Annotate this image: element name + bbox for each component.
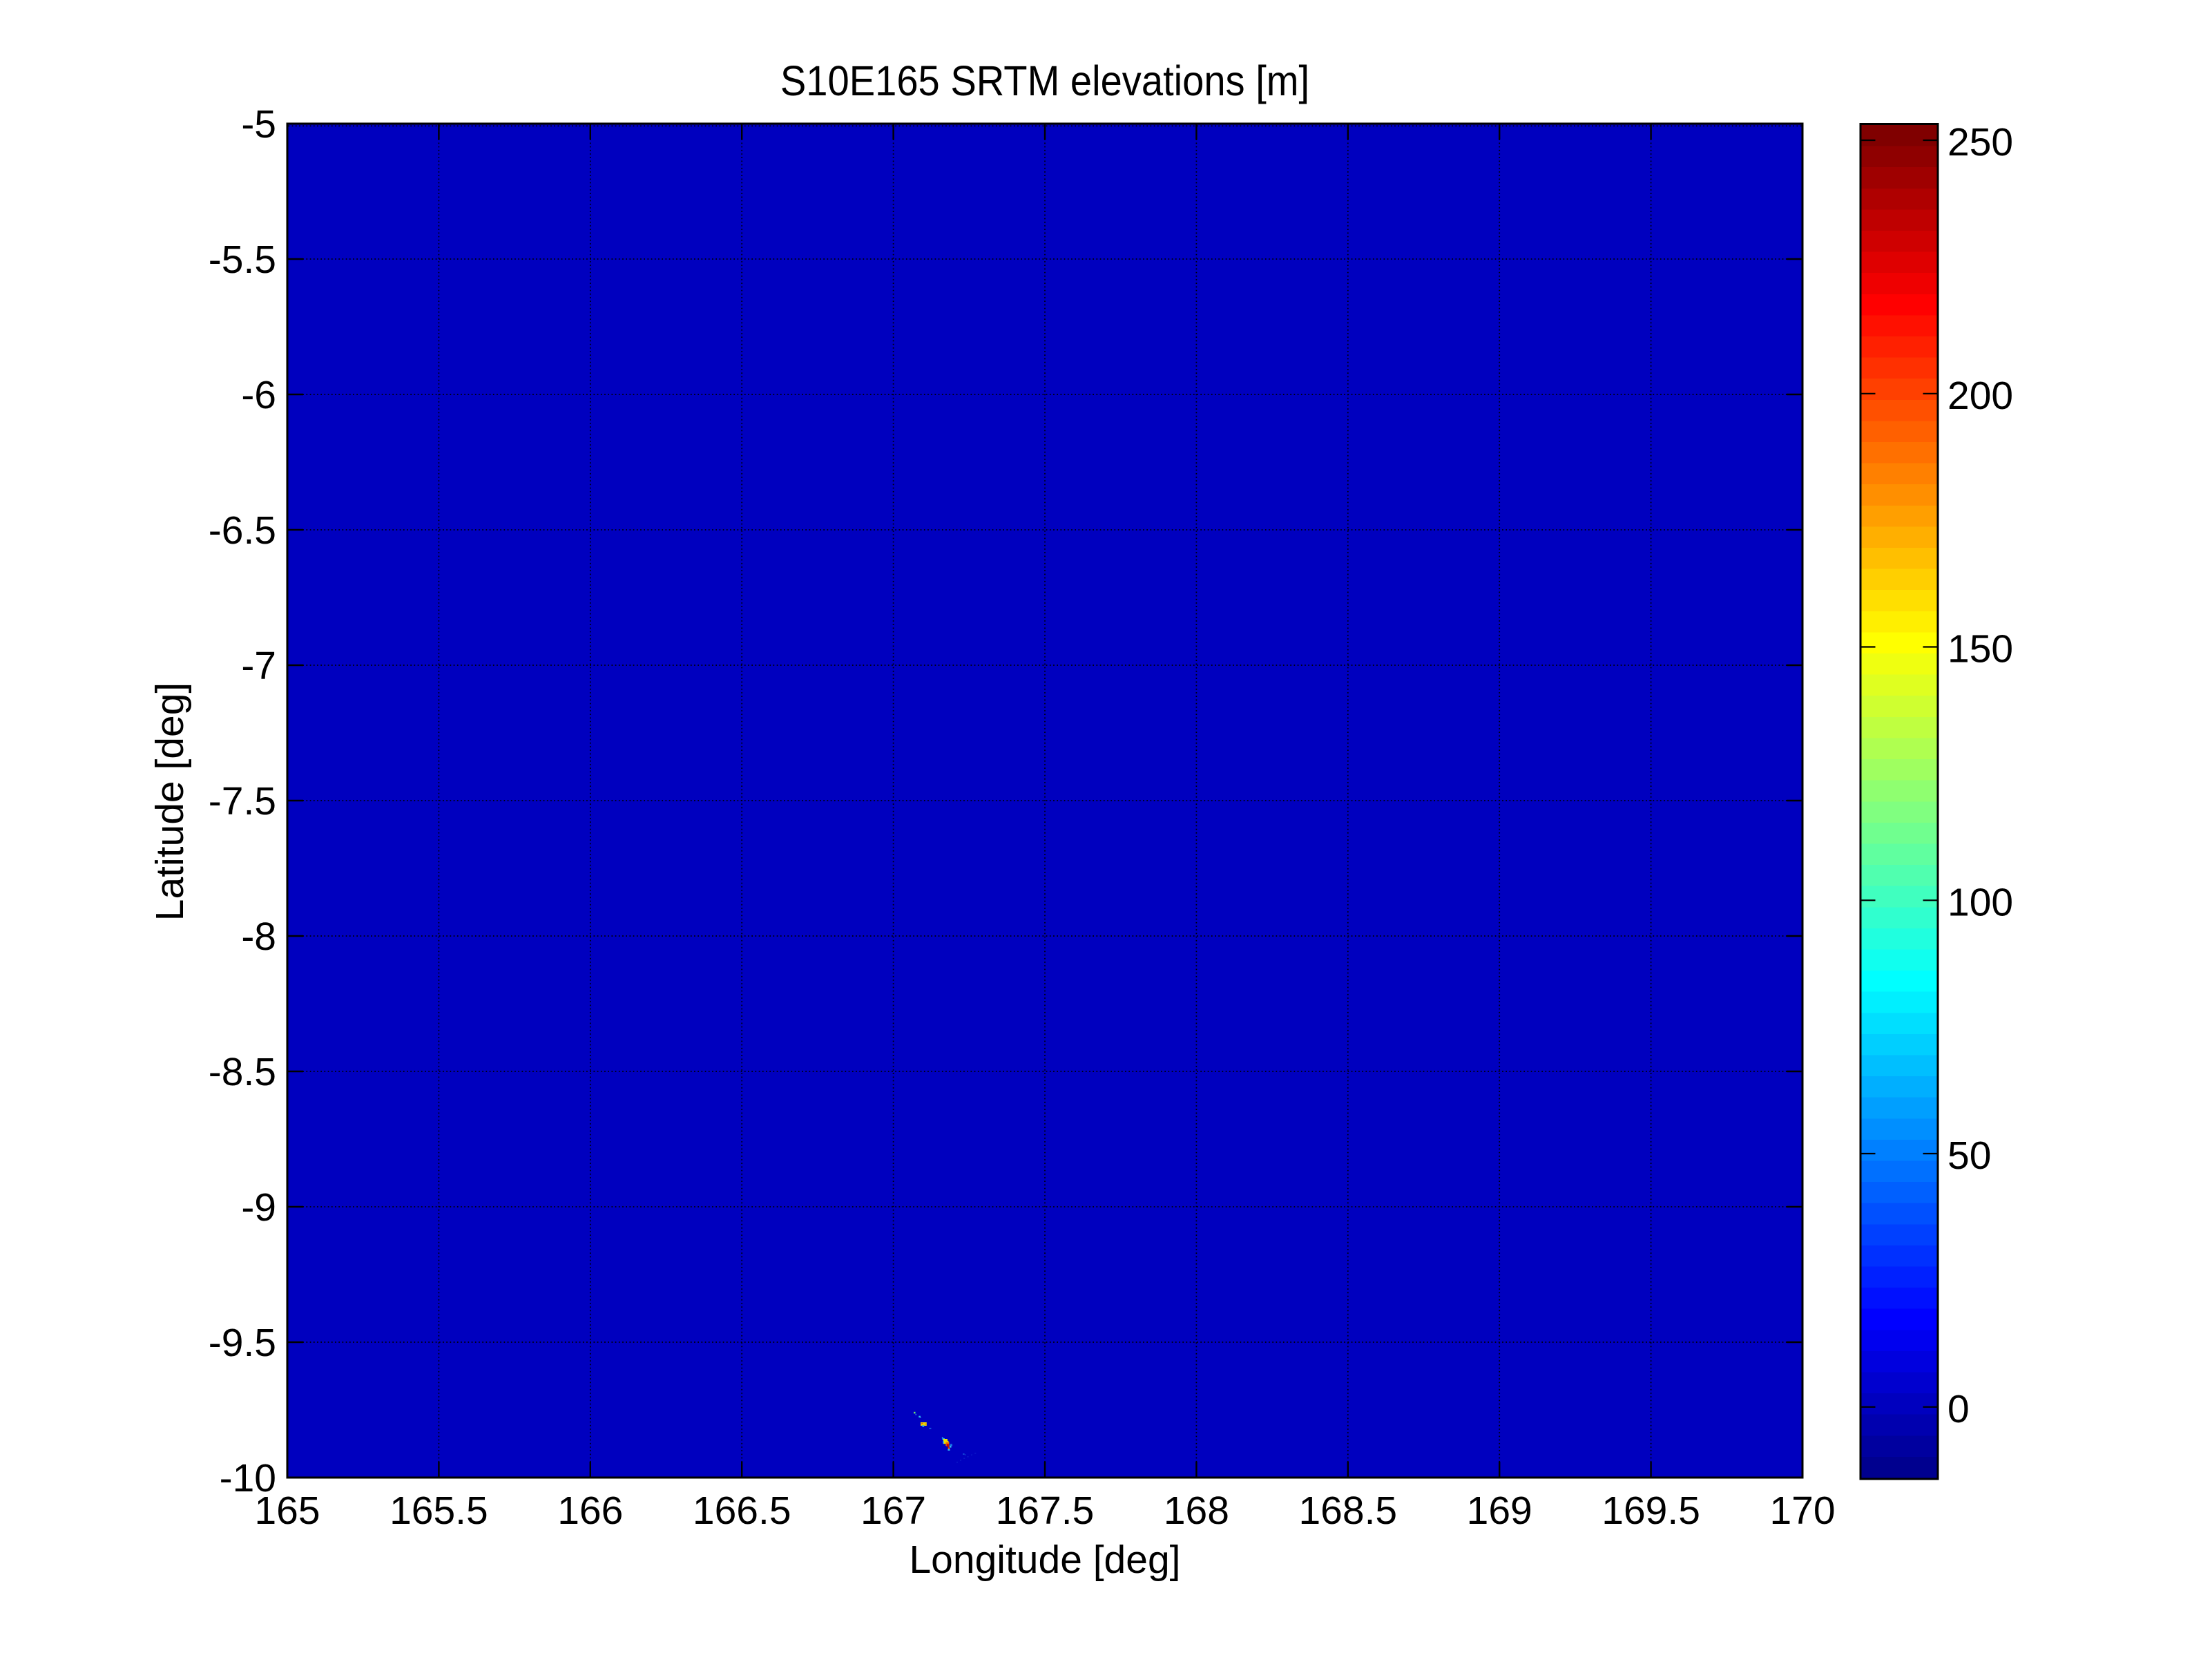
svg-text:166: 166 xyxy=(557,1489,623,1533)
svg-text:Longitude [deg]: Longitude [deg] xyxy=(909,1538,1180,1582)
svg-text:167: 167 xyxy=(860,1489,926,1533)
svg-text:S10E165 SRTM elevations [m]: S10E165 SRTM elevations [m] xyxy=(780,58,1309,105)
svg-text:-8: -8 xyxy=(241,915,276,959)
svg-text:100: 100 xyxy=(1947,880,2013,924)
svg-text:-6.5: -6.5 xyxy=(209,508,276,553)
svg-text:-7: -7 xyxy=(241,644,276,688)
svg-text:50: 50 xyxy=(1947,1134,1991,1178)
svg-text:166.5: 166.5 xyxy=(693,1489,791,1533)
svg-text:167.5: 167.5 xyxy=(996,1489,1095,1533)
svg-text:150: 150 xyxy=(1947,627,2013,671)
svg-text:169: 169 xyxy=(1467,1489,1532,1533)
svg-text:200: 200 xyxy=(1947,374,2013,418)
svg-text:168.5: 168.5 xyxy=(1298,1489,1397,1533)
svg-text:-5: -5 xyxy=(241,102,276,146)
svg-text:-6: -6 xyxy=(241,373,276,417)
svg-text:165.5: 165.5 xyxy=(389,1489,488,1533)
svg-text:0: 0 xyxy=(1947,1387,1970,1431)
svg-text:168: 168 xyxy=(1164,1489,1229,1533)
svg-text:250: 250 xyxy=(1947,120,2013,164)
svg-text:-8.5: -8.5 xyxy=(209,1050,276,1094)
svg-text:Latitude [deg]: Latitude [deg] xyxy=(148,682,192,921)
svg-text:-10: -10 xyxy=(220,1456,276,1500)
svg-text:169.5: 169.5 xyxy=(1602,1489,1700,1533)
svg-text:-7.5: -7.5 xyxy=(209,779,276,823)
svg-text:-9.5: -9.5 xyxy=(209,1321,276,1365)
svg-text:-9: -9 xyxy=(241,1185,276,1230)
svg-text:165: 165 xyxy=(254,1489,320,1533)
svg-text:-5.5: -5.5 xyxy=(209,238,276,282)
svg-text:170: 170 xyxy=(1769,1489,1835,1533)
